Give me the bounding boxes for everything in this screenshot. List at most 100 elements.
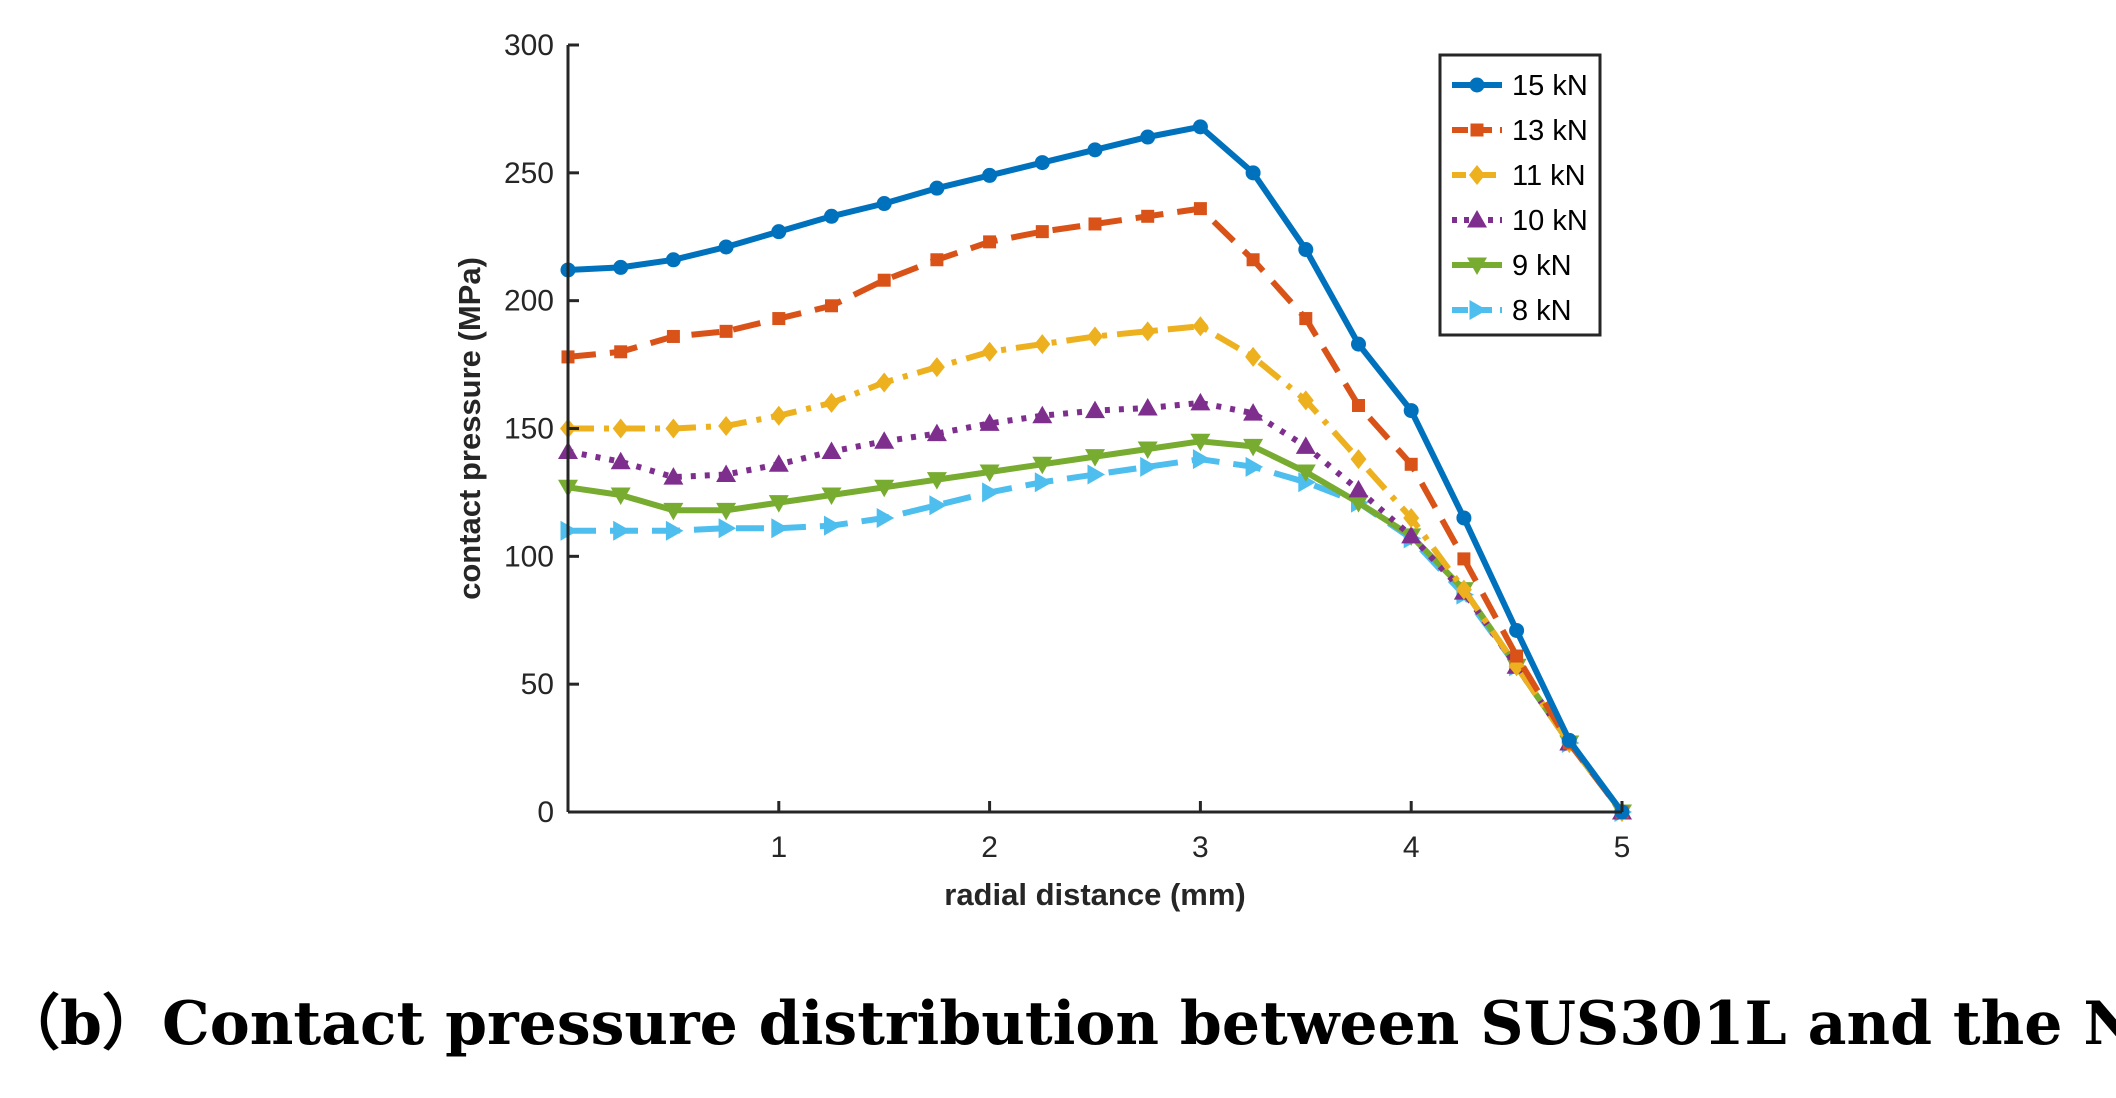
data-point (770, 405, 787, 426)
data-point (1561, 732, 1577, 748)
data-point (1245, 165, 1261, 181)
data-point (1351, 336, 1366, 352)
data-point (824, 208, 839, 224)
data-point (613, 520, 631, 541)
data-point (983, 235, 997, 249)
data-point (716, 502, 737, 521)
y-tick-label: 50 (521, 668, 554, 701)
x-tick-label: 1 (770, 831, 787, 864)
data-point (1456, 510, 1472, 526)
data-point (1455, 579, 1472, 600)
data-point (821, 441, 842, 460)
data-point (1403, 403, 1419, 419)
data-point (1190, 392, 1211, 411)
data-point (825, 299, 838, 313)
data-point (981, 341, 998, 362)
figure-caption: （b）Contact pressure distribution between… (0, 989, 2116, 1059)
x-tick-label: 3 (1192, 831, 1209, 864)
data-point (1192, 449, 1211, 470)
data-point (612, 418, 629, 439)
legend-item: 9 kN (1452, 250, 1572, 282)
legend-marker (1470, 123, 1484, 137)
data-point (1245, 346, 1262, 367)
series-line (568, 323, 1625, 814)
data-point (1088, 217, 1102, 231)
data-point (1404, 457, 1418, 471)
data-point (1401, 525, 1422, 544)
data-point (768, 454, 789, 472)
data-point (926, 423, 947, 442)
data-point (1246, 253, 1260, 267)
legend-item: 10 kN (1452, 205, 1588, 237)
data-point (1348, 479, 1369, 498)
data-point (979, 464, 1000, 482)
data-point (1087, 464, 1105, 485)
data-point (1140, 129, 1156, 145)
data-point (1298, 242, 1314, 258)
data-point (1087, 142, 1103, 158)
data-point (1192, 119, 1208, 135)
y-axis-label: contact pressure (MPa) (452, 257, 487, 600)
data-point (1141, 209, 1155, 223)
data-point (666, 329, 680, 343)
data-point (1299, 312, 1313, 326)
data-point (877, 273, 891, 287)
data-point (1190, 433, 1211, 452)
legend-item: 15 kN (1452, 70, 1588, 102)
legend-marker (1469, 165, 1485, 185)
x-tick-label: 5 (1614, 831, 1631, 864)
data-point (1510, 649, 1524, 663)
data-point (771, 224, 787, 240)
data-point (1245, 456, 1264, 477)
data-point (771, 518, 789, 539)
y-tick-label: 0 (537, 796, 554, 829)
data-point (665, 520, 684, 541)
data-point (876, 507, 895, 528)
data-point (876, 196, 892, 212)
x-tick-label: 4 (1403, 831, 1420, 864)
data-point (1350, 449, 1367, 470)
data-point (1352, 398, 1365, 412)
data-point (874, 479, 895, 498)
y-tick-label: 300 (504, 29, 554, 62)
data-point (1348, 495, 1369, 513)
data-point (1457, 552, 1471, 566)
data-point (1034, 472, 1053, 493)
data-point (1243, 438, 1264, 457)
data-point (823, 392, 840, 413)
data-point (613, 259, 629, 275)
data-point (663, 502, 684, 521)
legend-label: 9 kN (1512, 250, 1572, 282)
series-15-kn (560, 119, 1630, 820)
legend-box (1438, 53, 1602, 337)
data-point (772, 312, 786, 326)
data-point (1085, 449, 1105, 467)
x-axis-label: radial distance (mm) (944, 877, 1245, 912)
data-point (665, 252, 681, 268)
data-point (928, 357, 945, 378)
legend-item: 8 kN (1452, 295, 1572, 327)
legend-item: 11 kN (1452, 160, 1586, 192)
data-point (1085, 400, 1105, 419)
data-point (824, 515, 842, 536)
legend-label: 11 kN (1512, 160, 1586, 192)
legend-marker (1469, 77, 1485, 93)
data-point (718, 239, 734, 255)
x-tick-label: 2 (981, 831, 998, 864)
data-point (768, 495, 789, 513)
data-point (718, 415, 735, 436)
data-point (926, 472, 947, 490)
y-tick-label: 150 (504, 413, 554, 446)
data-point (1295, 436, 1316, 454)
y-tick-label: 200 (504, 285, 554, 318)
data-point (1034, 334, 1051, 355)
line-chart: 0 50 100 150 200 250 300 1 2 3 4 5 radial distance … (452, 29, 1632, 912)
legend-label: 10 kN (1512, 205, 1588, 237)
legend-marker (1469, 300, 1487, 320)
data-point (821, 487, 842, 505)
data-point (1295, 464, 1316, 482)
series-line (568, 456, 1625, 814)
data-point (929, 495, 947, 516)
data-point (1298, 472, 1316, 493)
data-point (1139, 321, 1156, 342)
